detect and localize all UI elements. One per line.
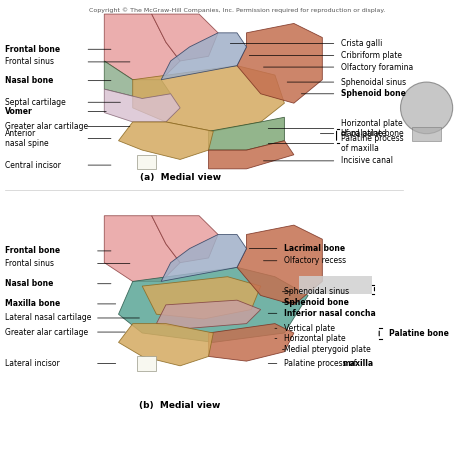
Text: Greater alar cartilage: Greater alar cartilage [5, 327, 88, 337]
Polygon shape [104, 61, 171, 98]
Polygon shape [412, 127, 441, 141]
Text: Sphenoidal sinus: Sphenoidal sinus [284, 287, 349, 296]
Text: Vertical plate: Vertical plate [284, 324, 336, 333]
Text: Copyright © The McGraw-Hill Companies, Inc. Permission required for reproduction: Copyright © The McGraw-Hill Companies, I… [89, 7, 385, 13]
Text: Lateral nasal cartilage: Lateral nasal cartilage [5, 313, 91, 323]
Text: Sphenoidal sinus: Sphenoidal sinus [341, 77, 406, 87]
Text: Frontal sinus: Frontal sinus [5, 259, 54, 268]
Polygon shape [104, 216, 180, 281]
Text: Sphenoid bone: Sphenoid bone [341, 89, 406, 98]
Polygon shape [156, 300, 261, 328]
Text: Inferior nasal concha: Inferior nasal concha [284, 309, 376, 318]
Text: Nasal bone: Nasal bone [5, 279, 53, 288]
Polygon shape [137, 356, 156, 371]
Polygon shape [118, 122, 213, 159]
Polygon shape [209, 324, 294, 361]
Text: Medial pterygoid plate: Medial pterygoid plate [284, 345, 371, 354]
Text: Incisive canal: Incisive canal [341, 156, 393, 166]
Polygon shape [137, 155, 156, 169]
Polygon shape [237, 225, 322, 305]
Text: Olfactory recess: Olfactory recess [284, 256, 346, 265]
Text: Hard palate: Hard palate [341, 129, 386, 138]
Text: Lacrimal bone: Lacrimal bone [284, 244, 346, 253]
Polygon shape [104, 14, 180, 80]
Polygon shape [152, 14, 218, 61]
Text: Vomer: Vomer [5, 107, 33, 116]
Text: Sphenoid bone: Sphenoid bone [284, 298, 349, 307]
Text: Horizontal plate: Horizontal plate [284, 334, 346, 343]
Text: Palatine process of: Palatine process of [284, 359, 359, 368]
Text: (a)  Medial view: (a) Medial view [139, 173, 221, 182]
Polygon shape [161, 33, 246, 80]
Polygon shape [152, 216, 218, 263]
Polygon shape [118, 324, 213, 366]
Polygon shape [133, 66, 284, 131]
Text: Palatine bone: Palatine bone [389, 329, 448, 338]
Polygon shape [209, 141, 294, 169]
Text: Lateral incisor: Lateral incisor [5, 359, 60, 368]
Bar [299, 276, 372, 294]
Text: Palatine process
of maxilla: Palatine process of maxilla [341, 134, 404, 153]
Text: Crista galli: Crista galli [341, 39, 383, 48]
Text: Central incisor: Central incisor [5, 160, 61, 170]
Text: Horizontal plate
of palatine bone: Horizontal plate of palatine bone [341, 119, 404, 138]
Polygon shape [161, 234, 246, 281]
Text: Septal cartilage: Septal cartilage [5, 98, 65, 107]
Text: Cribriform plate: Cribriform plate [341, 51, 402, 60]
Text: Frontal bone: Frontal bone [5, 246, 60, 256]
Text: maxilla: maxilla [343, 359, 374, 368]
Text: Nasal bone: Nasal bone [5, 76, 53, 85]
Text: Olfactory foramina: Olfactory foramina [341, 62, 413, 72]
Text: Maxilla bone: Maxilla bone [5, 299, 60, 309]
Polygon shape [237, 23, 322, 103]
Text: Anterior
nasal spine: Anterior nasal spine [5, 129, 48, 148]
Polygon shape [104, 89, 180, 122]
Text: Frontal bone: Frontal bone [5, 45, 60, 54]
Circle shape [401, 82, 453, 134]
Polygon shape [209, 117, 284, 150]
Text: (b)  Medial view: (b) Medial view [139, 401, 221, 410]
Polygon shape [118, 267, 308, 342]
Text: Greater alar cartilage: Greater alar cartilage [5, 122, 88, 131]
Polygon shape [142, 277, 261, 319]
Text: Frontal sinus: Frontal sinus [5, 57, 54, 67]
